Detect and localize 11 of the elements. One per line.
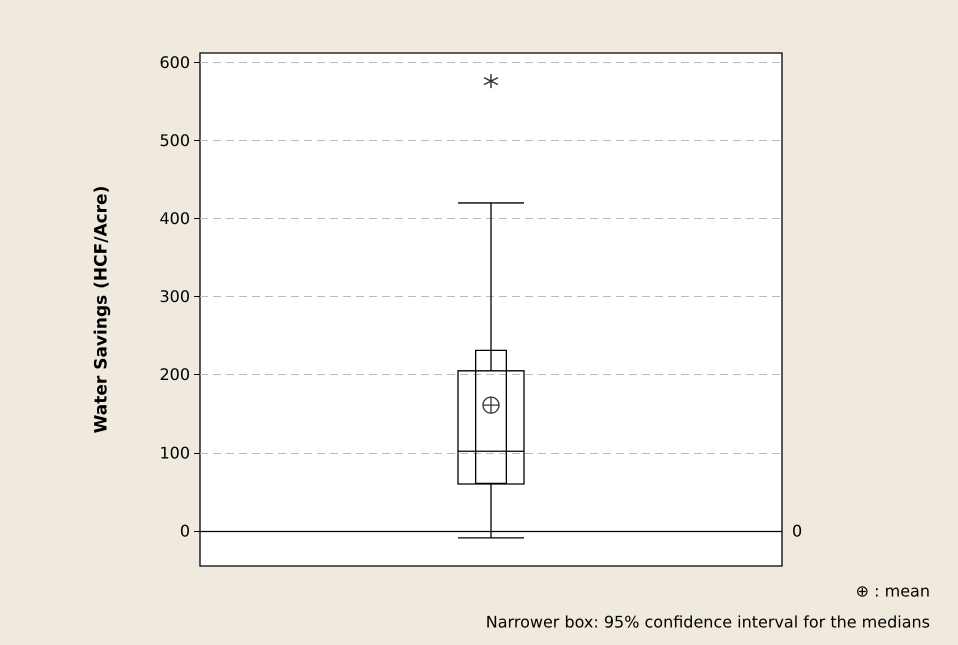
- text: Narrower box: 95% confidence interval for the medians: [486, 612, 930, 632]
- y-tick-label: 100: [159, 443, 190, 462]
- y-tick-label: 500: [159, 130, 190, 150]
- y-tick-label: 600: [159, 52, 190, 72]
- y-axis-title: Water Savings (HCF/Acre): [92, 186, 112, 434]
- text: ⊕ : mean: [856, 582, 930, 600]
- ref-line-label: 0: [792, 521, 802, 540]
- y-tick-label: 0: [180, 521, 190, 540]
- y-tick-label: 200: [159, 365, 190, 384]
- y-tick-label: 300: [159, 287, 190, 306]
- y-tick-label: 400: [159, 209, 190, 228]
